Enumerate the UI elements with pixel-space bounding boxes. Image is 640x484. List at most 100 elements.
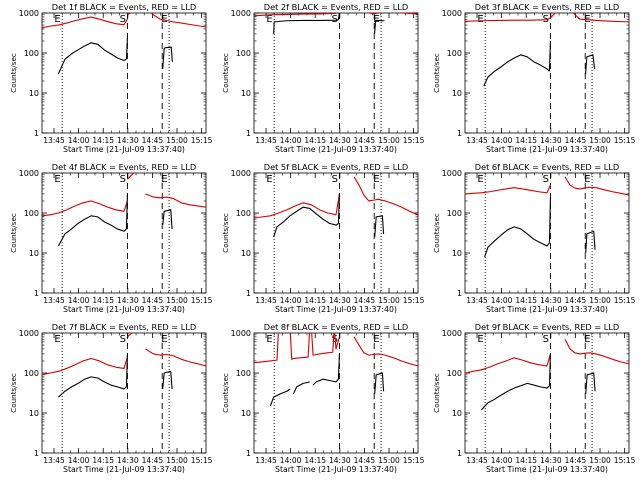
- y-tick-label: 10: [29, 249, 39, 258]
- vertical-marker-label: E: [266, 14, 272, 25]
- plot-frame: [41, 12, 207, 134]
- plot-frame: [253, 332, 419, 454]
- x-axis-label: Start Time (21-Jul-09 13:37:40): [486, 305, 608, 314]
- lld-series-line: [353, 336, 418, 367]
- x-tick-label: 15:15: [191, 456, 213, 465]
- x-tick-label: 15:15: [614, 136, 636, 145]
- x-tick-label: 15:15: [614, 296, 636, 305]
- events-series-line: [125, 193, 128, 229]
- x-axis-label: Start Time (21-Jul-09 13:37:40): [63, 465, 185, 474]
- y-tick-label: 1: [457, 129, 462, 138]
- data-series: [42, 173, 206, 247]
- y-axis-label: Counts/sec: [9, 53, 18, 93]
- events-series-line: [162, 370, 173, 389]
- lld-series-line: [564, 176, 629, 196]
- y-tick-label: 1: [34, 289, 39, 298]
- events-series-line: [273, 19, 339, 34]
- y-axis-label: Counts/sec: [9, 213, 18, 253]
- events-series-line: [548, 353, 551, 386]
- x-tick-label: 15:00: [166, 136, 188, 145]
- lld-series-line: [254, 13, 418, 17]
- y-tick-label: 1000: [442, 9, 462, 18]
- x-tick-label: 14:30: [329, 136, 351, 145]
- events-series-line: [57, 42, 127, 75]
- y-tick-label: 1: [457, 289, 462, 298]
- y-tick-label: 100: [24, 209, 39, 218]
- y-tick-label: 1: [34, 449, 39, 458]
- panel-title: Det 2f BLACK = Events, RED = LLD: [264, 2, 408, 12]
- events-series-line: [273, 206, 339, 238]
- vertical-marker-label: S: [543, 174, 549, 185]
- y-tick-label: 100: [24, 369, 39, 378]
- x-tick-label: 14:15: [92, 296, 114, 305]
- lld-series-line: [254, 333, 340, 364]
- y-tick-label: 100: [447, 49, 462, 58]
- y-tick-label: 100: [24, 49, 39, 58]
- lld-series-line: [42, 16, 128, 29]
- y-tick-label: 1000: [231, 9, 251, 18]
- vertical-marker-label: E: [373, 174, 379, 185]
- lld-series-line: [42, 200, 128, 217]
- y-tick-label: 1: [34, 129, 39, 138]
- data-series: [254, 333, 418, 407]
- x-tick-label: 14:15: [304, 296, 326, 305]
- events-series-line: [548, 40, 551, 72]
- events-series-line: [57, 215, 127, 247]
- panel-title: Det 3f BLACK = Events, RED = LLD: [475, 2, 619, 12]
- x-tick-label: 15:00: [378, 456, 400, 465]
- data-series: [254, 173, 418, 238]
- vertical-marker-label: E: [373, 14, 379, 25]
- events-series-line: [269, 388, 291, 407]
- events-series-line: [480, 382, 550, 411]
- y-axis-label: Counts/sec: [221, 53, 230, 93]
- lld-series-line: [127, 333, 133, 338]
- panel-title: Det 9f BLACK = Events, RED = LLD: [475, 322, 619, 332]
- y-tick-label: 1000: [231, 329, 251, 338]
- y-tick-label: 1000: [19, 9, 39, 18]
- panel-7: Det 7f BLACK = Events, RED = LLD E S E 1 10 10…: [9, 322, 213, 474]
- x-tick-label: 15:15: [403, 456, 425, 465]
- vertical-marker-label: S: [120, 174, 126, 185]
- lld-series-line: [353, 176, 418, 216]
- lld-series-line: [145, 193, 206, 208]
- y-axis-label: Counts/sec: [221, 213, 230, 253]
- y-tick-label: 10: [241, 249, 251, 258]
- x-tick-label: 14:30: [329, 456, 351, 465]
- plot-frame: [41, 172, 207, 294]
- x-tick-label: 14:45: [565, 456, 587, 465]
- y-tick-label: 100: [236, 369, 251, 378]
- x-tick-label: 14:00: [491, 136, 513, 145]
- events-series-line: [58, 376, 127, 398]
- vertical-marker-label: E: [54, 174, 60, 185]
- panel-title: Det 1f BLACK = Events, RED = LLD: [52, 2, 196, 12]
- plot-frame: [464, 172, 630, 294]
- x-tick-label: 15:00: [166, 456, 188, 465]
- x-tick-label: 14:30: [540, 296, 562, 305]
- vertical-marker-label: E: [54, 334, 60, 345]
- events-series-line: [484, 226, 550, 258]
- x-tick-label: 14:15: [92, 456, 114, 465]
- y-tick-label: 10: [452, 249, 462, 258]
- y-axis-label: Counts/sec: [432, 53, 441, 93]
- events-series-line: [337, 13, 340, 21]
- panel-2: Det 2f BLACK = Events, RED = LLD E S E 1 10 10…: [221, 2, 425, 154]
- x-tick-label: 14:15: [515, 456, 537, 465]
- y-tick-label: 1000: [231, 169, 251, 178]
- y-tick-label: 1000: [19, 329, 39, 338]
- x-tick-label: 14:30: [540, 456, 562, 465]
- y-tick-label: 10: [29, 409, 39, 418]
- events-series-line: [125, 37, 128, 60]
- x-axis-label: Start Time (21-Jul-09 13:37:40): [275, 465, 397, 474]
- events-series-line: [374, 215, 385, 238]
- lld-series-line: [127, 173, 135, 180]
- x-axis-label: Start Time (21-Jul-09 13:37:40): [486, 465, 608, 474]
- x-tick-label: 15:00: [378, 296, 400, 305]
- vertical-marker-label: S: [543, 334, 549, 345]
- x-tick-label: 14:00: [280, 296, 302, 305]
- y-axis-label: Counts/sec: [221, 373, 230, 413]
- x-tick-label: 13:45: [43, 136, 65, 145]
- x-tick-label: 15:15: [403, 136, 425, 145]
- x-tick-label: 15:15: [191, 136, 213, 145]
